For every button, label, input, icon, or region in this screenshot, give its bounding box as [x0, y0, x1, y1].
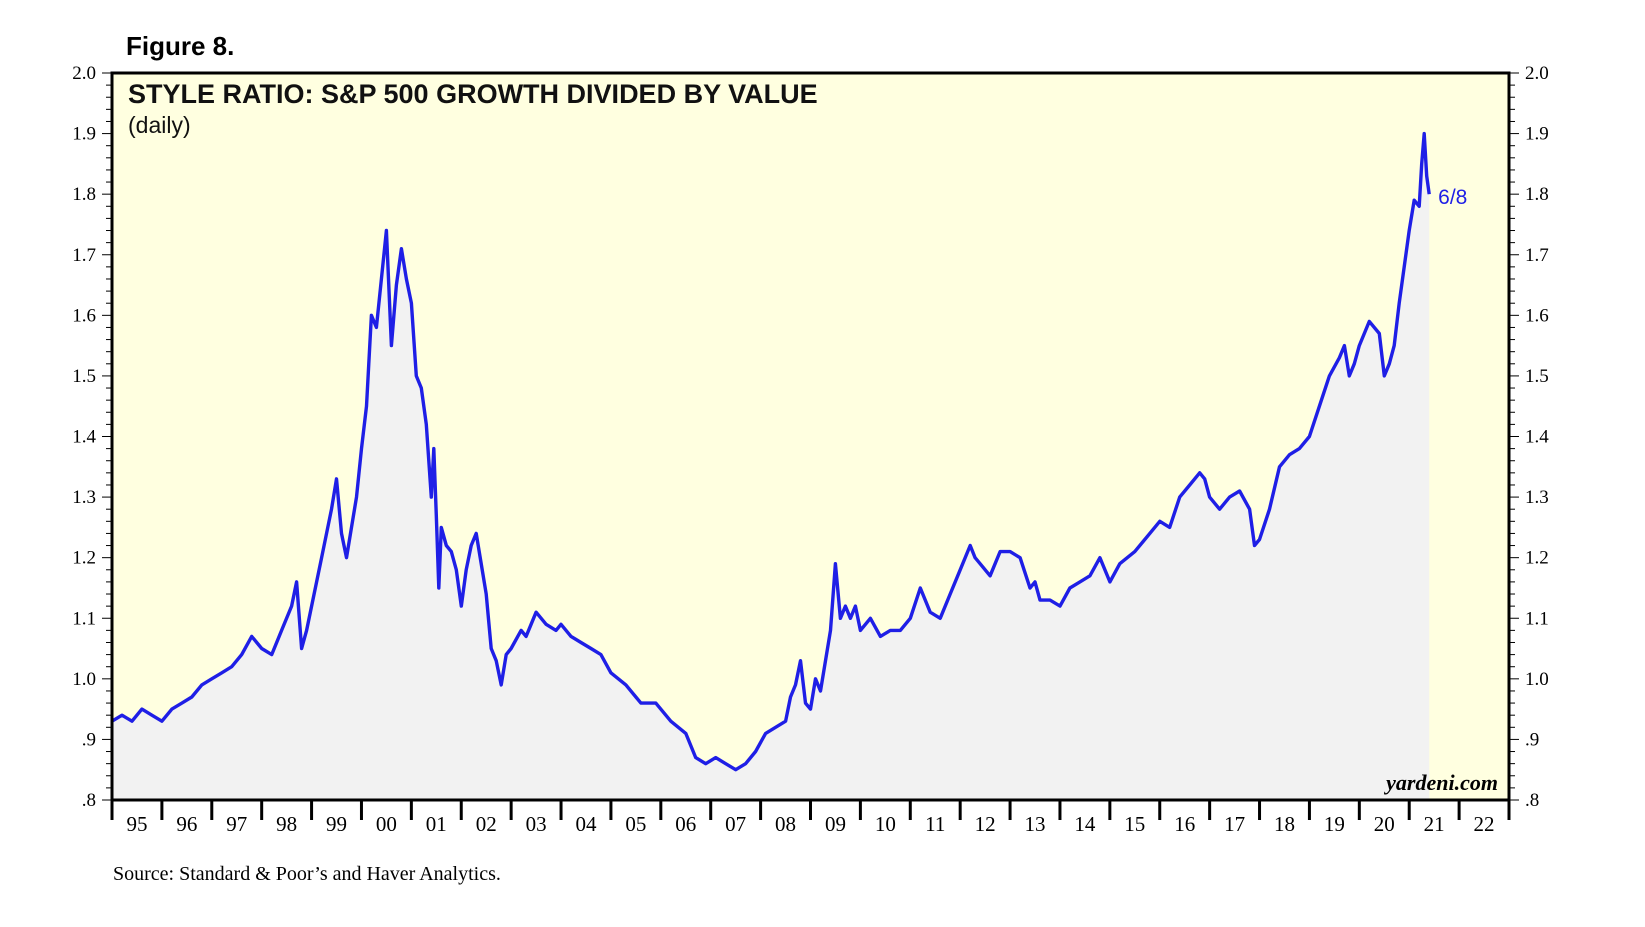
- brand-watermark: yardeni.com: [1383, 770, 1498, 795]
- y-tick-label-right: 1.6: [1525, 305, 1549, 326]
- y-tick-label-right: 1.8: [1525, 184, 1549, 205]
- x-axis: 95 96 97 98 99 00 01 02 03 04 05 06 07 08 09 10 11 12 13 14…: [110, 800, 1511, 836]
- series-area-fill: [112, 133, 1430, 801]
- y-axis-right: .8 .9 1.0 1.1 1.2 1.3 1.4 1.5 1.6 1.7 1.8 1.9 2.0: [1509, 63, 1549, 811]
- figure-label: Figure 8.: [126, 31, 234, 61]
- x-tick-label: 96: [176, 812, 197, 836]
- y-tick-label-right: 1.2: [1525, 548, 1549, 569]
- x-tick-label: 11: [925, 812, 945, 836]
- x-tick-label: 05: [625, 812, 646, 836]
- y-tick-label-right: 1.0: [1525, 669, 1549, 690]
- y-tick-label-right: .9: [1525, 729, 1539, 750]
- y-tick-label-left: 1.3: [72, 487, 96, 508]
- y-tick-label-left: 1.6: [72, 305, 96, 326]
- y-tick-label-left: 1.7: [72, 245, 96, 266]
- y-tick-label-right: 1.5: [1525, 366, 1549, 387]
- y-tick-label-left: 1.5: [72, 366, 96, 387]
- x-tick-label: 16: [1174, 812, 1195, 836]
- x-tick-label: 09: [825, 812, 846, 836]
- x-tick-label: 10: [875, 812, 896, 836]
- y-tick-label-right: .8: [1525, 790, 1539, 811]
- y-tick-label-right: 1.4: [1525, 427, 1549, 448]
- y-tick-label-right: 2.0: [1525, 63, 1549, 84]
- x-tick-label: 03: [526, 812, 547, 836]
- x-tick-label: 99: [326, 812, 347, 836]
- x-tick-label: 98: [276, 812, 297, 836]
- end-date-annotation: 6/8: [1438, 186, 1467, 209]
- x-tick-label: 08: [775, 812, 796, 836]
- x-tick-label: 97: [226, 812, 247, 836]
- x-tick-label: 07: [725, 812, 746, 836]
- series-line: [111, 131, 1431, 772]
- chart-subtitle: (daily): [128, 112, 191, 138]
- x-tick-label: 19: [1324, 812, 1345, 836]
- x-tick-label: 22: [1474, 812, 1495, 836]
- x-tick-label: 17: [1224, 812, 1245, 836]
- x-tick-label: 06: [675, 812, 696, 836]
- x-tick-label: 95: [126, 812, 147, 836]
- y-tick-label-left: 1.0: [72, 669, 96, 690]
- y-tick-label-left: 1.9: [72, 124, 96, 145]
- y-tick-label-left: .8: [82, 790, 96, 811]
- x-tick-label: 21: [1424, 812, 1445, 836]
- x-tick-label: 00: [376, 812, 397, 836]
- y-tick-label-right: 1.3: [1525, 487, 1549, 508]
- y-tick-label-right: 1.7: [1525, 245, 1549, 266]
- x-tick-label: 15: [1124, 812, 1145, 836]
- y-tick-label-left: 1.8: [72, 184, 96, 205]
- x-tick-label: 02: [476, 812, 497, 836]
- chart-title: STYLE RATIO: S&P 500 GROWTH DIVIDED BY V…: [128, 79, 818, 109]
- y-tick-label-left: 1.1: [72, 608, 96, 629]
- y-tick-label-right: 1.9: [1525, 124, 1549, 145]
- plot-frame: [110, 71, 1511, 802]
- y-tick-label-right: 1.1: [1525, 608, 1549, 629]
- x-tick-label: 13: [1025, 812, 1046, 836]
- y-tick-label-left: 2.0: [72, 63, 96, 84]
- x-tick-label: 12: [975, 812, 996, 836]
- y-tick-label-left: 1.4: [72, 427, 96, 448]
- x-tick-label: 14: [1074, 812, 1096, 836]
- x-tick-label: 01: [426, 812, 447, 836]
- source-note: Source: Standard & Poor’s and Haver Anal…: [113, 863, 501, 885]
- y-tick-label-left: 1.2: [72, 548, 96, 569]
- x-tick-label: 18: [1274, 812, 1295, 836]
- x-tick-label: 20: [1374, 812, 1395, 836]
- x-tick-label: 04: [575, 812, 597, 836]
- y-tick-label-left: .9: [82, 729, 96, 750]
- y-axis-left: .8 .9 1.0 1.1 1.2 1.3 1.4 1.5 1.6 1.7 1.8 1.9 2.0: [72, 63, 112, 811]
